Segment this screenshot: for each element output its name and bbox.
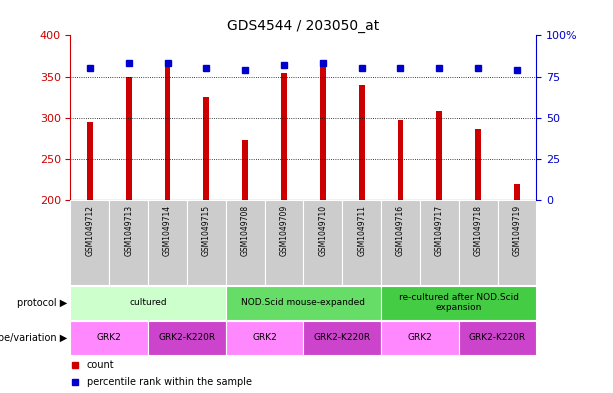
Bar bbox=[148, 321, 226, 355]
Bar bbox=[70, 200, 109, 285]
Bar bbox=[70, 286, 226, 320]
Bar bbox=[126, 77, 132, 200]
Bar bbox=[420, 200, 459, 285]
Bar bbox=[475, 129, 481, 200]
Bar bbox=[109, 200, 148, 285]
Text: GSM1049714: GSM1049714 bbox=[163, 205, 172, 256]
Bar bbox=[459, 200, 498, 285]
Bar bbox=[148, 200, 187, 285]
Bar bbox=[514, 184, 520, 200]
Text: GSM1049719: GSM1049719 bbox=[512, 205, 522, 256]
Text: count: count bbox=[87, 360, 115, 369]
Text: re-cultured after NOD.Scid
expansion: re-cultured after NOD.Scid expansion bbox=[398, 293, 519, 312]
Bar bbox=[381, 321, 459, 355]
Text: GSM1049713: GSM1049713 bbox=[124, 205, 133, 256]
Text: GRK2: GRK2 bbox=[97, 334, 122, 342]
Text: cultured: cultured bbox=[129, 298, 167, 307]
Text: GSM1049711: GSM1049711 bbox=[357, 205, 366, 256]
Text: GRK2: GRK2 bbox=[252, 334, 277, 342]
Text: GRK2-K220R: GRK2-K220R bbox=[158, 334, 216, 342]
Text: GSM1049717: GSM1049717 bbox=[435, 205, 444, 256]
Text: GSM1049708: GSM1049708 bbox=[241, 205, 249, 256]
Bar bbox=[165, 66, 170, 200]
Text: GSM1049709: GSM1049709 bbox=[280, 205, 289, 256]
Bar bbox=[265, 200, 303, 285]
Text: protocol ▶: protocol ▶ bbox=[17, 298, 67, 308]
Text: GRK2-K220R: GRK2-K220R bbox=[314, 334, 371, 342]
Bar bbox=[459, 321, 536, 355]
Bar bbox=[303, 200, 342, 285]
Text: NOD.Scid mouse-expanded: NOD.Scid mouse-expanded bbox=[242, 298, 365, 307]
Text: GSM1049712: GSM1049712 bbox=[85, 205, 94, 256]
Text: GRK2: GRK2 bbox=[408, 334, 432, 342]
Bar bbox=[381, 200, 420, 285]
Bar bbox=[242, 140, 248, 200]
Text: GSM1049718: GSM1049718 bbox=[474, 205, 482, 256]
Bar bbox=[342, 200, 381, 285]
Text: GSM1049710: GSM1049710 bbox=[318, 205, 327, 256]
Bar bbox=[226, 321, 303, 355]
Bar bbox=[436, 111, 442, 200]
Bar bbox=[359, 85, 365, 200]
Title: GDS4544 / 203050_at: GDS4544 / 203050_at bbox=[227, 19, 379, 33]
Text: GRK2-K220R: GRK2-K220R bbox=[469, 334, 526, 342]
Bar bbox=[226, 200, 265, 285]
Bar bbox=[498, 200, 536, 285]
Text: genotype/variation ▶: genotype/variation ▶ bbox=[0, 333, 67, 343]
Bar bbox=[226, 286, 381, 320]
Bar bbox=[187, 200, 226, 285]
Bar bbox=[70, 321, 148, 355]
Bar bbox=[87, 122, 93, 200]
Bar bbox=[303, 321, 381, 355]
Bar bbox=[398, 120, 403, 200]
Bar bbox=[204, 97, 209, 200]
Bar bbox=[381, 286, 536, 320]
Bar bbox=[320, 64, 326, 200]
Text: GSM1049715: GSM1049715 bbox=[202, 205, 211, 256]
Text: percentile rank within the sample: percentile rank within the sample bbox=[87, 377, 252, 387]
Bar bbox=[281, 72, 287, 200]
Text: GSM1049716: GSM1049716 bbox=[396, 205, 405, 256]
